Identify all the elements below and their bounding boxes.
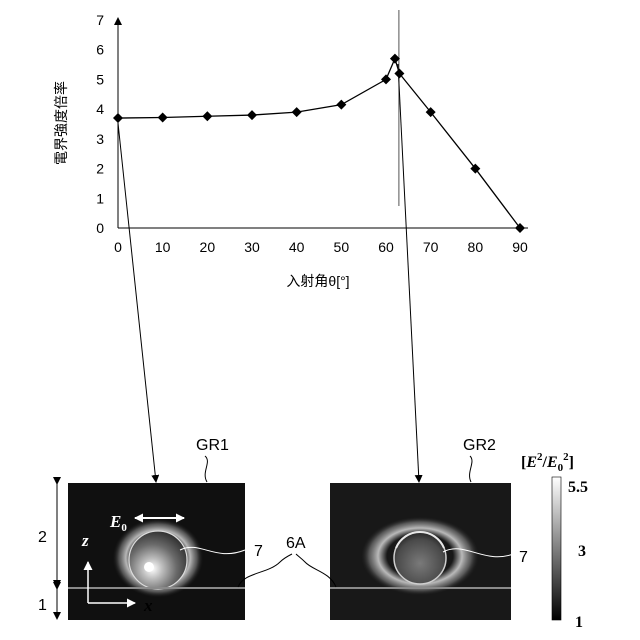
- y-axis-label: 電界強度倍率: [53, 81, 69, 165]
- y-tick-label: 7: [96, 12, 104, 28]
- y-tick-label: 2: [96, 161, 104, 177]
- data-point: [292, 107, 302, 117]
- colorbar-min-label: 1: [575, 614, 583, 631]
- x-tick-label: 30: [244, 239, 260, 255]
- field-panel-gr2: [330, 483, 511, 620]
- field-panel-gr1: [68, 483, 245, 620]
- colorbar-max-label: 5.5: [568, 479, 588, 496]
- leader-arrow-0deg: [118, 123, 156, 482]
- colorbar: [552, 477, 561, 620]
- colorbar-title: [E2/E02]: [521, 451, 574, 474]
- gr1-leader: [205, 456, 207, 482]
- x-axis-label: 入射角θ[°]: [286, 273, 349, 289]
- y-tick-label: 4: [96, 101, 104, 117]
- data-point: [158, 112, 168, 122]
- layer-6a-label: 6A: [286, 535, 306, 552]
- data-point: [113, 113, 123, 123]
- x-tick-label: 0: [114, 239, 122, 255]
- axis-x-label: x: [143, 596, 153, 615]
- x-tick-label: 60: [378, 239, 394, 255]
- x-tick-label: 20: [200, 239, 216, 255]
- gr2-leader: [470, 456, 472, 482]
- y-tick-label: 3: [96, 131, 104, 147]
- data-point: [336, 100, 346, 110]
- particle-7-label-left: 7: [254, 543, 263, 560]
- x-tick-label: 80: [468, 239, 484, 255]
- panel-label-gr2: GR2: [463, 437, 496, 454]
- y-tick-label: 1: [96, 190, 104, 206]
- axis-z-label: z: [81, 531, 89, 550]
- region-2-label: 2: [38, 529, 47, 546]
- series-line: [118, 59, 520, 228]
- chart-area: 0 10 20 30 40 50 60 70 80 90 0 1 2 3 4 5 6 7: [96, 10, 528, 255]
- y-tick-label: 0: [96, 220, 104, 236]
- data-point: [515, 223, 525, 233]
- x-tick-label: 90: [512, 239, 528, 255]
- x-tick-label: 50: [334, 239, 350, 255]
- data-point: [381, 74, 391, 84]
- layer-6a-leader-left: [238, 554, 292, 587]
- colorbar-mid-label: 3: [578, 543, 586, 560]
- particle-7-label-right: 7: [519, 549, 528, 566]
- x-tick-label: 40: [289, 239, 305, 255]
- data-point: [247, 110, 257, 120]
- y-tick-label: 6: [96, 42, 104, 58]
- y-tick-label: 5: [96, 71, 104, 87]
- leader-arrow-63deg: [398, 64, 419, 482]
- data-point: [202, 111, 212, 121]
- panel-label-gr1: GR1: [196, 437, 229, 454]
- x-tick-label: 70: [423, 239, 439, 255]
- region-1-label: 1: [38, 597, 47, 614]
- x-tick-label: 10: [155, 239, 171, 255]
